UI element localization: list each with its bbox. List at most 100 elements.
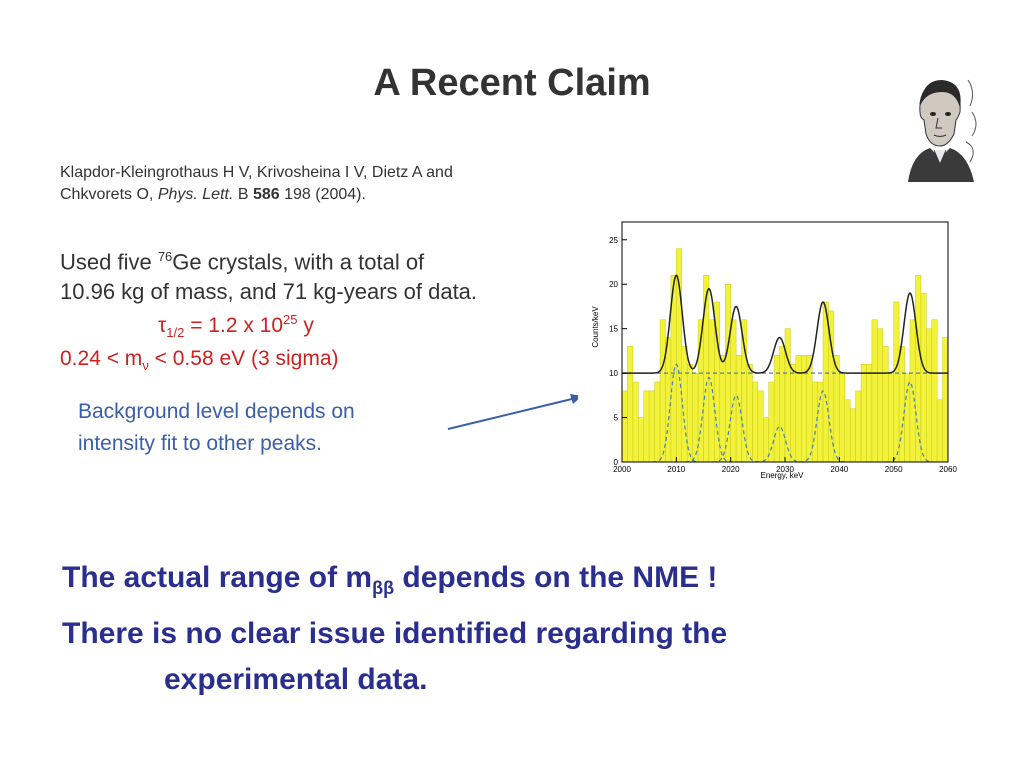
histogram-bar	[811, 381, 818, 463]
conclusion-sub: ββ	[372, 578, 395, 598]
x-tick-label: 2060	[939, 465, 957, 474]
description-line-2: 10.96 kg of mass, and 71 kg-years of dat…	[60, 279, 478, 305]
total-fit-curve	[622, 274, 948, 374]
histogram-bar	[621, 390, 628, 463]
description-line-1: Used five 76Ge crystals, with a total of	[60, 242, 477, 277]
desc-text-b: Ge crystals, with a total of	[172, 249, 425, 275]
y-tick-label: 20	[609, 280, 618, 289]
histogram-bar	[681, 346, 688, 463]
histogram-bar	[877, 328, 884, 463]
histogram-bar	[790, 363, 797, 463]
histogram-bar	[849, 408, 856, 463]
reference-citation: Klapdor-Kleingrothaus H V, Krivosheina I…	[60, 162, 453, 206]
x-tick-label: 2050	[885, 465, 903, 474]
mass-text-a: 0.24 < m	[60, 347, 143, 370]
histogram-bar	[779, 346, 786, 463]
arrow-icon	[447, 394, 582, 430]
histogram-bar	[735, 355, 742, 463]
ref-pages-year: 198 (2004).	[279, 186, 366, 203]
histogram-bar	[665, 337, 672, 463]
histogram-bar	[643, 390, 650, 463]
halflife-exponent: 25	[283, 312, 298, 327]
histogram-bar	[822, 301, 829, 463]
y-tick-label: 0	[614, 458, 619, 467]
conclusion-text-b: depends on the NME !	[394, 561, 718, 594]
histogram-bar	[926, 328, 932, 463]
histogram-bar	[763, 417, 769, 463]
mass-range-result: 0.24 < mν < 0.58 eV (3 sigma)	[60, 347, 339, 373]
ref-authors: Chkvorets O,	[60, 186, 158, 203]
reference-line-1: Klapdor-Kleingrothaus H V, Krivosheina I…	[60, 164, 453, 181]
histogram-bar	[936, 399, 943, 463]
histogram-bar	[773, 355, 780, 463]
histogram-bar	[746, 363, 753, 463]
ref-series: B	[233, 186, 253, 203]
histogram-bar	[871, 319, 878, 463]
slide-title: A Recent Claim	[373, 62, 651, 104]
histogram-bar	[703, 275, 710, 463]
peak-component-curve	[799, 390, 847, 463]
y-tick-label: 15	[609, 325, 618, 334]
y-axis-label: Counts/keV	[591, 306, 600, 348]
histogram-bar	[654, 381, 661, 463]
histogram-bar	[844, 399, 851, 463]
histogram-bar	[795, 355, 802, 463]
halflife-result: τ1/2 = 1.2 x 1025 y	[158, 312, 314, 340]
experiment-description: Used five 76Ge crystals, with a total of…	[60, 242, 477, 307]
histogram-bar	[752, 381, 759, 463]
histogram-bar	[893, 301, 900, 463]
y-tick-label: 10	[609, 369, 618, 378]
histogram-bar	[855, 390, 862, 463]
peak-component-curve	[685, 376, 733, 463]
portrait-image	[898, 72, 982, 182]
halflife-unit: y	[297, 314, 314, 337]
x-axis-label: Energy, keV	[761, 471, 805, 480]
tau-symbol: τ	[158, 314, 167, 337]
ref-volume: 586	[252, 186, 280, 203]
histogram-bar	[627, 346, 634, 463]
histogram-bar	[648, 390, 655, 463]
ref-journal: Phys. Lett.	[157, 186, 234, 203]
histogram-bar	[757, 390, 764, 463]
histogram-bar	[887, 372, 894, 463]
y-tick-label: 25	[609, 236, 618, 245]
peak-component-curve	[712, 394, 761, 463]
histogram-bar	[931, 319, 938, 463]
histogram-bar	[942, 337, 949, 463]
conclusion-text-a: The actual range of m	[62, 561, 373, 594]
histogram-bar	[839, 372, 846, 463]
desc-text-a: Used five	[60, 249, 158, 275]
peak-component-curve	[755, 425, 804, 463]
x-tick-label: 2020	[722, 465, 740, 474]
halflife-sub: 1/2	[166, 325, 185, 341]
histogram-bar	[882, 346, 889, 463]
histogram-bar	[659, 319, 666, 463]
histogram-bar	[708, 319, 715, 463]
x-tick-label: 2010	[667, 465, 685, 474]
mass-text-b: < 0.58 eV (3 sigma)	[148, 347, 339, 370]
histogram-bar	[730, 319, 737, 463]
histogram-bar	[719, 355, 726, 463]
conclusion-line-1: The actual range of mββ depends on the N…	[62, 555, 727, 611]
background-note-line-2: intensity fit to other peaks.	[78, 432, 322, 455]
conclusion-line-2: There is no clear issue identified regar…	[62, 617, 728, 650]
histogram-bar	[638, 417, 644, 463]
energy-spectrum-chart: 2000 2010 2020 2030 2040 2050 2060 0 5 10 15 20 25 C…	[578, 182, 982, 485]
halflife-value: = 1.2 x 10	[184, 314, 284, 337]
background-note-line-1: Background level depends on	[78, 400, 355, 423]
histogram-bar	[817, 381, 824, 463]
histogram-bar	[904, 372, 911, 463]
histogram-bar	[920, 292, 927, 463]
histogram-bar	[768, 381, 775, 463]
x-tick-label: 2000	[613, 465, 631, 474]
reference-line-2: Chkvorets O, Phys. Lett. B 586 198 (2004…	[60, 184, 453, 206]
desc-isotope-sup: 76	[157, 249, 173, 264]
histogram-bar	[741, 319, 748, 463]
histogram-bar	[866, 363, 873, 463]
x-tick-label: 2040	[830, 465, 848, 474]
background-note: Background level depends on intensity fi…	[78, 396, 355, 460]
peak-component-curve	[652, 363, 701, 463]
mass-sub: ν	[142, 358, 149, 374]
conclusion-line-3: experimental data.	[164, 663, 428, 696]
histogram-bar	[692, 372, 699, 463]
